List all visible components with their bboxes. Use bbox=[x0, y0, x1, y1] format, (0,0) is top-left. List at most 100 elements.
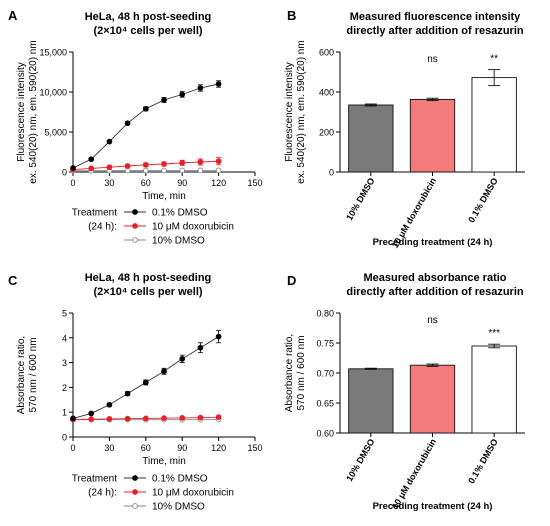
panel-d-x-tick-label: 0.1% DMSO bbox=[466, 437, 500, 485]
panel-a-x-axis-label: Time, min bbox=[142, 191, 186, 202]
panel-c-legend-title: Treatment bbox=[72, 474, 117, 485]
panel-d-y-tick-label: 0.70 bbox=[316, 369, 334, 379]
panel-b-y-tick-label: 400 bbox=[319, 88, 334, 98]
panel-a-data-point bbox=[215, 81, 222, 87]
panel-c-y-tick-label: 2 bbox=[62, 383, 67, 393]
panel-a-data-point bbox=[179, 167, 186, 174]
panel-a-data-point bbox=[215, 158, 222, 165]
panel-a-data-point bbox=[124, 163, 131, 169]
panel-b-significance-label: ** bbox=[490, 54, 498, 65]
panel-a: A HeLa, 48 h post-seeding (2×10⁴ cells per… bbox=[8, 8, 263, 247]
panel-a-data-point bbox=[70, 165, 76, 171]
panel-d-y-axis-label: Absorbance ratio,570 nm / 600 nm bbox=[284, 334, 307, 412]
panel-c-y-tick-label: 0 bbox=[62, 433, 67, 443]
panel-c-legend-marker bbox=[132, 503, 138, 509]
panel-a-y-axis-label-line: Fluorescence intensity bbox=[16, 62, 27, 162]
panel-b-y-tick-label: 600 bbox=[319, 48, 334, 58]
panel-a-x-tick-label: 60 bbox=[141, 178, 151, 188]
panel-a-data-point bbox=[106, 164, 113, 171]
panel-a-x-tick-label: 30 bbox=[104, 178, 114, 188]
panel-c-legend-entry: 0.1% DMSO bbox=[152, 474, 208, 485]
panel-a-data-point bbox=[142, 161, 149, 168]
panel-b-y-tick-label: 0 bbox=[329, 168, 334, 178]
panel-c-data-point bbox=[124, 390, 131, 397]
panel-b: B Measured fluorescence intensity directly… bbox=[284, 8, 525, 250]
panel-c-x-tick-label: 150 bbox=[247, 443, 262, 453]
panel-a-y-tick-label: 5,000 bbox=[44, 128, 67, 138]
panel-c: C HeLa, 48 h post-seeding (2×10⁴ cells per… bbox=[8, 272, 263, 513]
panel-d-bar bbox=[471, 345, 517, 434]
panel-a-legend-entry: 10 μM doxorubicin bbox=[152, 222, 234, 233]
panel-b-bar bbox=[409, 98, 456, 173]
panel-c-data-point bbox=[106, 401, 113, 408]
panel-c-y-tick-label: 4 bbox=[62, 333, 67, 343]
panel-a-legend-marker bbox=[132, 209, 138, 215]
panel-a-data-point bbox=[124, 167, 131, 174]
panel-c-x-tick-label: 90 bbox=[177, 443, 187, 453]
panel-c-data-point bbox=[88, 410, 95, 417]
panel-a-data-point bbox=[161, 97, 167, 103]
panel-c-data-point bbox=[70, 415, 76, 422]
panel-b-letter: B bbox=[287, 8, 296, 23]
panel-a-title-line: HeLa, 48 h post-seeding bbox=[85, 11, 212, 23]
panel-b-y-axis-label-line: Fluorescence intensity bbox=[284, 62, 295, 162]
panel-c-data-point bbox=[142, 379, 149, 386]
panel-a-legend-entry: 0.1% DMSO bbox=[152, 208, 208, 219]
panel-a-data-point bbox=[124, 120, 131, 127]
panel-c-data-point bbox=[161, 415, 167, 422]
panel-b-y-axis-label: Fluorescence intensityex. 540(20) nm, em… bbox=[284, 40, 307, 183]
panel-c-legend-marker bbox=[132, 475, 138, 481]
panel-a-legend-marker bbox=[132, 223, 138, 229]
panel-a-data-point bbox=[161, 161, 167, 167]
panel-b-title-line: directly after addition of resazurin bbox=[346, 25, 524, 37]
panel-a-x-tick-label: 90 bbox=[177, 178, 187, 188]
panel-a-legend-title: (24 h): bbox=[88, 222, 117, 233]
panel-d: D Measured absorbance ratio directly after… bbox=[284, 272, 525, 512]
panel-a-y-axis-label-line: ex. 540(20) nm, em. 590(20) nm bbox=[28, 40, 39, 183]
panel-a-x-tick-label: 150 bbox=[247, 178, 262, 188]
panel-a-y-tick-label: 0 bbox=[62, 168, 67, 178]
panel-a-data-point bbox=[197, 85, 204, 91]
panel-c-data-point bbox=[179, 415, 186, 421]
panel-b-y-tick-label: 200 bbox=[319, 128, 334, 138]
panel-d-significance-label: *** bbox=[488, 328, 500, 339]
panel-b-title-line: Measured fluorescence intensity bbox=[350, 11, 521, 23]
panel-c-y-tick-label: 3 bbox=[62, 358, 67, 368]
panel-c-data-point bbox=[179, 356, 186, 362]
panel-d-bar bbox=[348, 368, 394, 434]
panel-c-data-point bbox=[197, 414, 204, 421]
panel-c-x-axis-label: Time, min bbox=[142, 456, 186, 467]
panel-a-x-tick-label: 0 bbox=[70, 178, 75, 188]
panel-b-y-axis-label-line: ex. 540(20) nm, em. 590(20) nm bbox=[296, 40, 307, 183]
panel-b-x-axis-label: Preceding treatment (24 h) bbox=[373, 237, 493, 248]
panel-c-x-tick-label: 120 bbox=[211, 443, 226, 453]
panel-a-data-point bbox=[142, 105, 149, 112]
panel-c-data-point bbox=[142, 415, 149, 422]
panel-a-data-point bbox=[161, 167, 167, 174]
panel-c-data-point bbox=[215, 414, 222, 421]
panel-a-title-line: (2×10⁴ cells per well) bbox=[93, 25, 202, 37]
panel-a-data-point bbox=[197, 159, 204, 165]
panel-d-y-tick-label: 0.60 bbox=[316, 429, 334, 439]
panel-c-y-axis-label: Absorbance ratio,570 nm / 600 nm bbox=[16, 336, 39, 414]
panel-c-title-line: HeLa, 48 h post-seeding bbox=[85, 272, 212, 284]
panel-a-data-point bbox=[215, 167, 222, 174]
panel-c-letter: C bbox=[8, 273, 18, 288]
panel-c-data-point bbox=[124, 415, 131, 422]
panel-c-data-point bbox=[215, 333, 222, 340]
panel-c-title-line: (2×10⁴ cells per well) bbox=[93, 286, 202, 298]
panel-d-x-tick-label: 10% DMSO bbox=[344, 437, 376, 483]
panel-c-y-tick-label: 1 bbox=[62, 408, 67, 418]
panel-d-y-tick-label: 0.75 bbox=[316, 339, 334, 349]
panel-c-y-tick-label: 5 bbox=[62, 309, 67, 319]
panel-a-data-point bbox=[142, 167, 149, 174]
panel-d-bar bbox=[409, 364, 456, 434]
panel-d-title-line: Measured absorbance ratio bbox=[363, 272, 506, 284]
panel-c-x-tick-label: 0 bbox=[70, 443, 75, 453]
panel-a-data-point bbox=[179, 159, 186, 166]
panel-c-y-axis-label-line: 570 nm / 600 nm bbox=[28, 337, 39, 412]
panel-c-data-point bbox=[88, 416, 95, 422]
panel-c-legend-entry: 10 μM doxorubicin bbox=[152, 488, 234, 499]
panel-b-bar bbox=[471, 77, 517, 173]
panel-d-y-axis-label-line: Absorbance ratio, bbox=[284, 334, 295, 412]
